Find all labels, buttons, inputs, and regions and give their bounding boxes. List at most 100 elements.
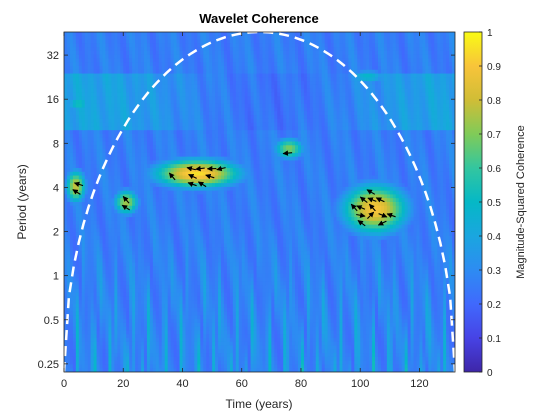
- heatmap-cell: [72, 77, 77, 82]
- heatmap-cell: [283, 39, 287, 44]
- heatmap-cell: [176, 73, 181, 78]
- heatmap-cell: [274, 107, 278, 112]
- heatmap-cell: [330, 115, 335, 120]
- heatmap-cell: [268, 54, 272, 60]
- heatmap-cell: [339, 35, 344, 41]
- heatmap-cell: [416, 84, 421, 90]
- heatmap-cell: [303, 66, 308, 71]
- heatmap-cell: [108, 47, 112, 52]
- heatmap-cell: [395, 58, 400, 63]
- heatmap-cell: [419, 58, 424, 63]
- heatmap-cell: [123, 39, 127, 44]
- heatmap-cell: [78, 50, 83, 56]
- heatmap-cell: [197, 54, 201, 60]
- heatmap-cell: [66, 35, 71, 41]
- heatmap-cell: [443, 111, 447, 116]
- heatmap-cell: [226, 103, 231, 109]
- heatmap-cell: [259, 100, 264, 105]
- heatmap-cell: [87, 107, 92, 112]
- heatmap-cell: [419, 107, 424, 112]
- heatmap-cell: [309, 62, 314, 67]
- heatmap-cell: [176, 77, 181, 82]
- heatmap-cell: [265, 81, 269, 86]
- heatmap-cell: [111, 66, 115, 71]
- heatmap-cell: [66, 62, 71, 67]
- heatmap-cell: [380, 43, 385, 48]
- heatmap-cell: [333, 100, 338, 105]
- heatmap-cell: [366, 81, 370, 86]
- heatmap-cell: [357, 92, 361, 97]
- heatmap-cell: [292, 54, 296, 60]
- heatmap-cell: [419, 84, 424, 90]
- heatmap-cell: [437, 69, 441, 75]
- heatmap-cell: [93, 58, 98, 63]
- heatmap-cell: [90, 88, 95, 94]
- heatmap-cell: [69, 92, 74, 97]
- heatmap-cell: [268, 35, 272, 41]
- heatmap-cell: [309, 69, 314, 75]
- heatmap-cell: [440, 84, 444, 90]
- heatmap-cell: [87, 69, 92, 75]
- heatmap-cell: [452, 50, 455, 56]
- heatmap-cell: [123, 96, 127, 101]
- heatmap-cell: [443, 96, 447, 101]
- heatmap-cell: [452, 84, 455, 90]
- heatmap-cell: [132, 58, 136, 63]
- heatmap-cell: [149, 69, 154, 75]
- heatmap-cell: [315, 115, 320, 120]
- heatmap-cell: [149, 115, 154, 120]
- heatmap-cell: [380, 32, 385, 37]
- heatmap-cell: [143, 84, 148, 90]
- heatmap-cell: [132, 115, 136, 120]
- heatmap-cell: [413, 50, 418, 56]
- heatmap-cell: [78, 35, 83, 41]
- heatmap-cell: [218, 66, 222, 71]
- heatmap-cell: [431, 54, 435, 60]
- heatmap-cell: [253, 111, 258, 116]
- heatmap-cell: [247, 77, 252, 82]
- heatmap-cell: [220, 43, 225, 48]
- heatmap-cell: [360, 111, 364, 116]
- heatmap-cell: [182, 84, 187, 90]
- heatmap-cell: [398, 92, 403, 97]
- heatmap-cell: [149, 43, 154, 48]
- heatmap-cell: [138, 77, 142, 82]
- heatmap-cell: [238, 96, 243, 101]
- heatmap-cell: [348, 47, 352, 52]
- heatmap-cell: [197, 77, 201, 82]
- heatmap-cell: [253, 50, 258, 56]
- heatmap-cell: [161, 84, 166, 90]
- heatmap-cell: [218, 43, 222, 48]
- heatmap-cell: [206, 77, 210, 82]
- heatmap-cell: [158, 118, 163, 124]
- heatmap-cell: [446, 47, 450, 52]
- heatmap-cell: [146, 77, 151, 82]
- heatmap-cell: [173, 96, 178, 101]
- heatmap-cell: [188, 69, 192, 75]
- heatmap-cell: [366, 73, 370, 78]
- heatmap-cell: [176, 66, 181, 71]
- heatmap-cell: [354, 96, 358, 101]
- heatmap-cell: [392, 77, 397, 82]
- heatmap-cell: [170, 96, 175, 101]
- heatmap-cell: [120, 54, 124, 60]
- heatmap-cell: [138, 58, 142, 63]
- heatmap-cell: [375, 62, 379, 67]
- heatmap-cell: [292, 35, 296, 41]
- heatmap-cell: [253, 88, 258, 94]
- heatmap-cell: [327, 81, 332, 86]
- heatmap-cell: [123, 62, 127, 67]
- heatmap-cell: [452, 32, 455, 37]
- heatmap-cell: [348, 81, 352, 86]
- heatmap-cell: [443, 69, 447, 75]
- heatmap-cell: [212, 107, 216, 112]
- heatmap-cell: [250, 58, 255, 63]
- heatmap-cell: [173, 66, 178, 71]
- heatmap-cell: [259, 35, 264, 41]
- heatmap-cell: [306, 88, 311, 94]
- heatmap-cell: [366, 92, 370, 97]
- heatmap-cell: [351, 73, 355, 78]
- heatmap-cell: [96, 100, 101, 105]
- heatmap-cell: [232, 58, 237, 63]
- heatmap-cell: [81, 66, 86, 71]
